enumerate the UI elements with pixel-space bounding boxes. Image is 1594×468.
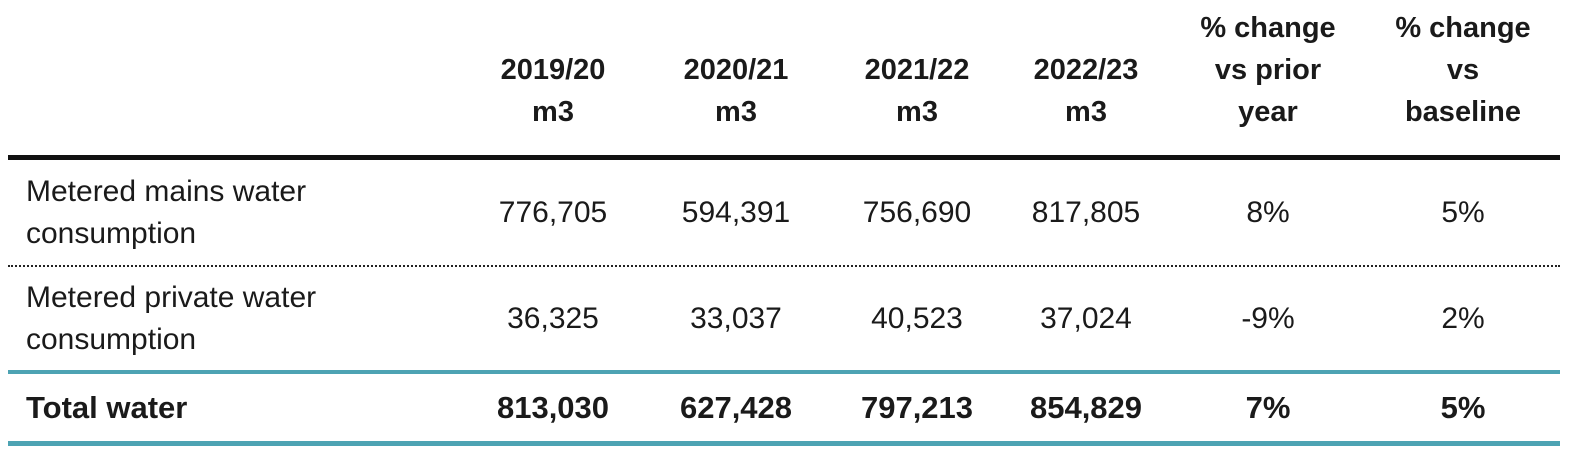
header-unit: m3 (715, 96, 757, 128)
header-line: 2020/21 (683, 54, 789, 86)
table-cell: 37,024 (1040, 301, 1132, 335)
header-line: 2021/22 (864, 54, 970, 86)
header-change-vs-prior-year: % change vs prior year (1170, 7, 1366, 133)
header-unit: m3 (532, 96, 574, 128)
header-unit: m3 (896, 96, 938, 128)
header-line: % change (1200, 12, 1336, 44)
table-cell: 2% (1441, 301, 1485, 335)
header-line: vs prior (1214, 54, 1322, 86)
table-row-mains-water: Metered mains water consumption 776,705 … (8, 160, 1560, 267)
table-row-total: Total water 813,030 627,428 797,213 854,… (8, 374, 1560, 446)
row-label-line: Metered private water (26, 280, 317, 314)
header-2022-23: 2022/23 m3 (1002, 49, 1170, 133)
table-cell: 33,037 (690, 301, 782, 335)
total-cell: 5% (1440, 389, 1486, 425)
row-label-line: consumption (26, 216, 197, 250)
header-2019-20: 2019/20 m3 (466, 49, 640, 133)
table-row-private-water: Metered private water consumption 36,325… (8, 267, 1560, 374)
table-cell: 5% (1441, 195, 1485, 229)
total-cell: 854,829 (1029, 389, 1143, 425)
table-cell: 776,705 (498, 195, 608, 229)
row-label-line: Metered mains water (26, 174, 307, 208)
row-label: Metered mains water consumption (8, 171, 466, 255)
total-cell: 797,213 (860, 389, 974, 425)
header-change-vs-baseline: % change vs baseline (1366, 7, 1560, 133)
table-cell: 8% (1246, 195, 1290, 229)
table-cell: 594,391 (681, 195, 791, 229)
table-cell: 756,690 (862, 195, 972, 229)
row-label-line: consumption (26, 322, 197, 356)
header-line: baseline (1404, 96, 1522, 128)
total-cell: 813,030 (496, 389, 610, 425)
total-cell: 7% (1245, 389, 1291, 425)
header-2021-22: 2021/22 m3 (832, 49, 1002, 133)
total-label: Total water (26, 389, 188, 425)
total-cell: 627,428 (679, 389, 793, 425)
water-consumption-table: 2019/20 m3 2020/21 m3 2021/22 m3 2022/23… (8, 0, 1560, 446)
table-cell: 36,325 (507, 301, 599, 335)
header-line: 2019/20 (500, 54, 606, 86)
table-cell: 40,523 (871, 301, 963, 335)
header-line: 2022/23 (1033, 54, 1139, 86)
header-line: vs (1446, 54, 1480, 86)
table-cell: 817,805 (1031, 195, 1141, 229)
table-cell: -9% (1241, 301, 1295, 335)
header-line: % change (1395, 12, 1531, 44)
header-2020-21: 2020/21 m3 (640, 49, 832, 133)
row-label: Metered private water consumption (8, 277, 466, 361)
table-header-row: 2019/20 m3 2020/21 m3 2021/22 m3 2022/23… (8, 0, 1560, 160)
header-unit: m3 (1065, 96, 1107, 128)
header-line: year (1238, 96, 1298, 128)
